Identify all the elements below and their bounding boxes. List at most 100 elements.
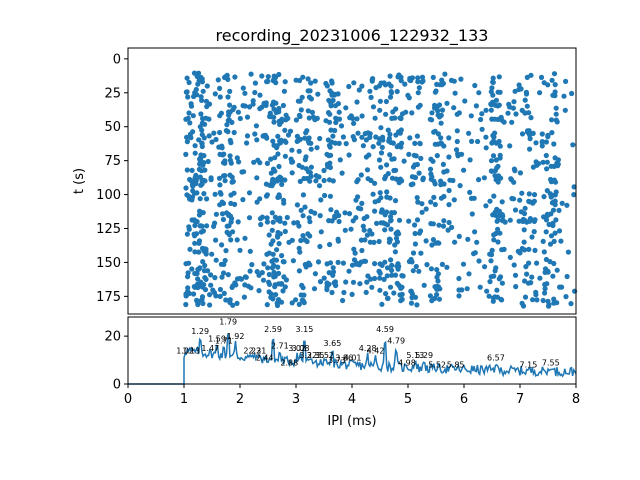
raster-point bbox=[419, 209, 425, 215]
raster-point bbox=[482, 264, 488, 270]
raster-point bbox=[354, 116, 360, 122]
raster-point bbox=[328, 127, 334, 133]
histogram-peak-label: 4.42 bbox=[367, 346, 385, 355]
raster-point bbox=[532, 247, 538, 253]
raster-point bbox=[356, 87, 362, 93]
raster-point bbox=[518, 209, 524, 215]
raster-point bbox=[200, 228, 206, 234]
histogram-peak-label: 3.86 bbox=[335, 354, 353, 363]
raster-point bbox=[225, 117, 231, 124]
histogram-peak-label: 6.57 bbox=[487, 354, 505, 363]
raster-point bbox=[198, 182, 204, 188]
raster-point bbox=[483, 134, 489, 140]
raster-point bbox=[313, 178, 319, 184]
raster-point bbox=[196, 249, 202, 255]
raster-point bbox=[530, 297, 536, 303]
raster-point bbox=[217, 293, 223, 299]
raster-point bbox=[547, 241, 554, 247]
raster-point bbox=[256, 288, 262, 294]
raster-point bbox=[300, 74, 306, 80]
raster-point bbox=[519, 131, 526, 137]
raster-point bbox=[559, 200, 565, 206]
raster-point bbox=[429, 298, 435, 304]
raster-point bbox=[447, 177, 453, 183]
raster-y-tick-label: 100 bbox=[96, 188, 121, 203]
raster-point bbox=[299, 164, 305, 170]
raster-point bbox=[563, 78, 569, 84]
raster-point bbox=[418, 250, 424, 256]
raster-point bbox=[549, 117, 555, 123]
raster-point bbox=[438, 195, 444, 201]
raster-point bbox=[489, 247, 495, 253]
raster-point bbox=[308, 80, 314, 86]
raster-point bbox=[298, 292, 304, 298]
raster-point bbox=[544, 281, 550, 287]
raster-point bbox=[276, 163, 282, 170]
raster-point bbox=[204, 103, 210, 110]
raster-point bbox=[186, 224, 192, 230]
raster-point bbox=[526, 191, 532, 197]
raster-point bbox=[479, 126, 485, 132]
raster-point bbox=[391, 210, 397, 216]
raster-point bbox=[231, 190, 237, 196]
histogram-y-ticks: 0 20 bbox=[104, 330, 128, 393]
raster-point bbox=[488, 107, 494, 113]
raster-point bbox=[196, 166, 202, 172]
raster-point bbox=[542, 290, 548, 296]
raster-point bbox=[194, 190, 200, 196]
raster-point bbox=[391, 290, 397, 296]
raster-point bbox=[291, 220, 297, 226]
raster-point bbox=[383, 291, 389, 297]
raster-point bbox=[527, 146, 533, 152]
raster-point bbox=[271, 262, 277, 268]
raster-point bbox=[306, 215, 312, 221]
raster-point bbox=[188, 135, 194, 141]
histogram-peak-label: 3.65 bbox=[323, 339, 341, 348]
raster-point bbox=[186, 290, 192, 297]
raster-point bbox=[281, 197, 287, 203]
raster-point bbox=[468, 113, 474, 119]
raster-point bbox=[247, 268, 253, 274]
raster-point bbox=[533, 289, 539, 295]
histogram-x-tick-label: 7 bbox=[516, 392, 524, 407]
raster-point bbox=[410, 164, 417, 170]
raster-point bbox=[491, 193, 497, 199]
raster-point bbox=[380, 137, 386, 143]
raster-point bbox=[343, 141, 349, 147]
raster-point bbox=[555, 157, 562, 163]
raster-point bbox=[534, 260, 540, 266]
raster-point bbox=[240, 85, 246, 91]
raster-point bbox=[549, 77, 555, 83]
raster-point bbox=[183, 301, 189, 308]
raster-point bbox=[228, 237, 234, 243]
raster-point bbox=[419, 201, 425, 207]
raster-point bbox=[302, 135, 308, 141]
raster-point bbox=[211, 223, 217, 229]
raster-point bbox=[545, 132, 551, 138]
raster-point bbox=[213, 211, 219, 217]
raster-point bbox=[296, 148, 302, 154]
raster-point bbox=[438, 120, 444, 126]
raster-point bbox=[190, 183, 196, 189]
raster-point bbox=[244, 140, 250, 146]
raster-point bbox=[407, 77, 413, 83]
raster-point bbox=[548, 163, 554, 169]
raster-point bbox=[395, 229, 401, 235]
raster-point bbox=[213, 237, 219, 243]
raster-point bbox=[522, 278, 528, 284]
raster-point bbox=[395, 177, 401, 183]
raster-point bbox=[275, 133, 281, 139]
raster-point bbox=[234, 276, 241, 282]
raster-point bbox=[416, 85, 422, 91]
raster-point bbox=[435, 271, 441, 277]
raster-point bbox=[224, 210, 230, 216]
raster-point bbox=[435, 278, 441, 284]
raster-point bbox=[307, 219, 313, 225]
raster-point bbox=[442, 71, 448, 77]
raster-point bbox=[460, 261, 467, 267]
raster-point bbox=[195, 298, 201, 304]
raster-point bbox=[533, 140, 539, 146]
raster-point bbox=[208, 272, 214, 278]
raster-point bbox=[269, 114, 275, 120]
raster-point bbox=[196, 137, 202, 143]
